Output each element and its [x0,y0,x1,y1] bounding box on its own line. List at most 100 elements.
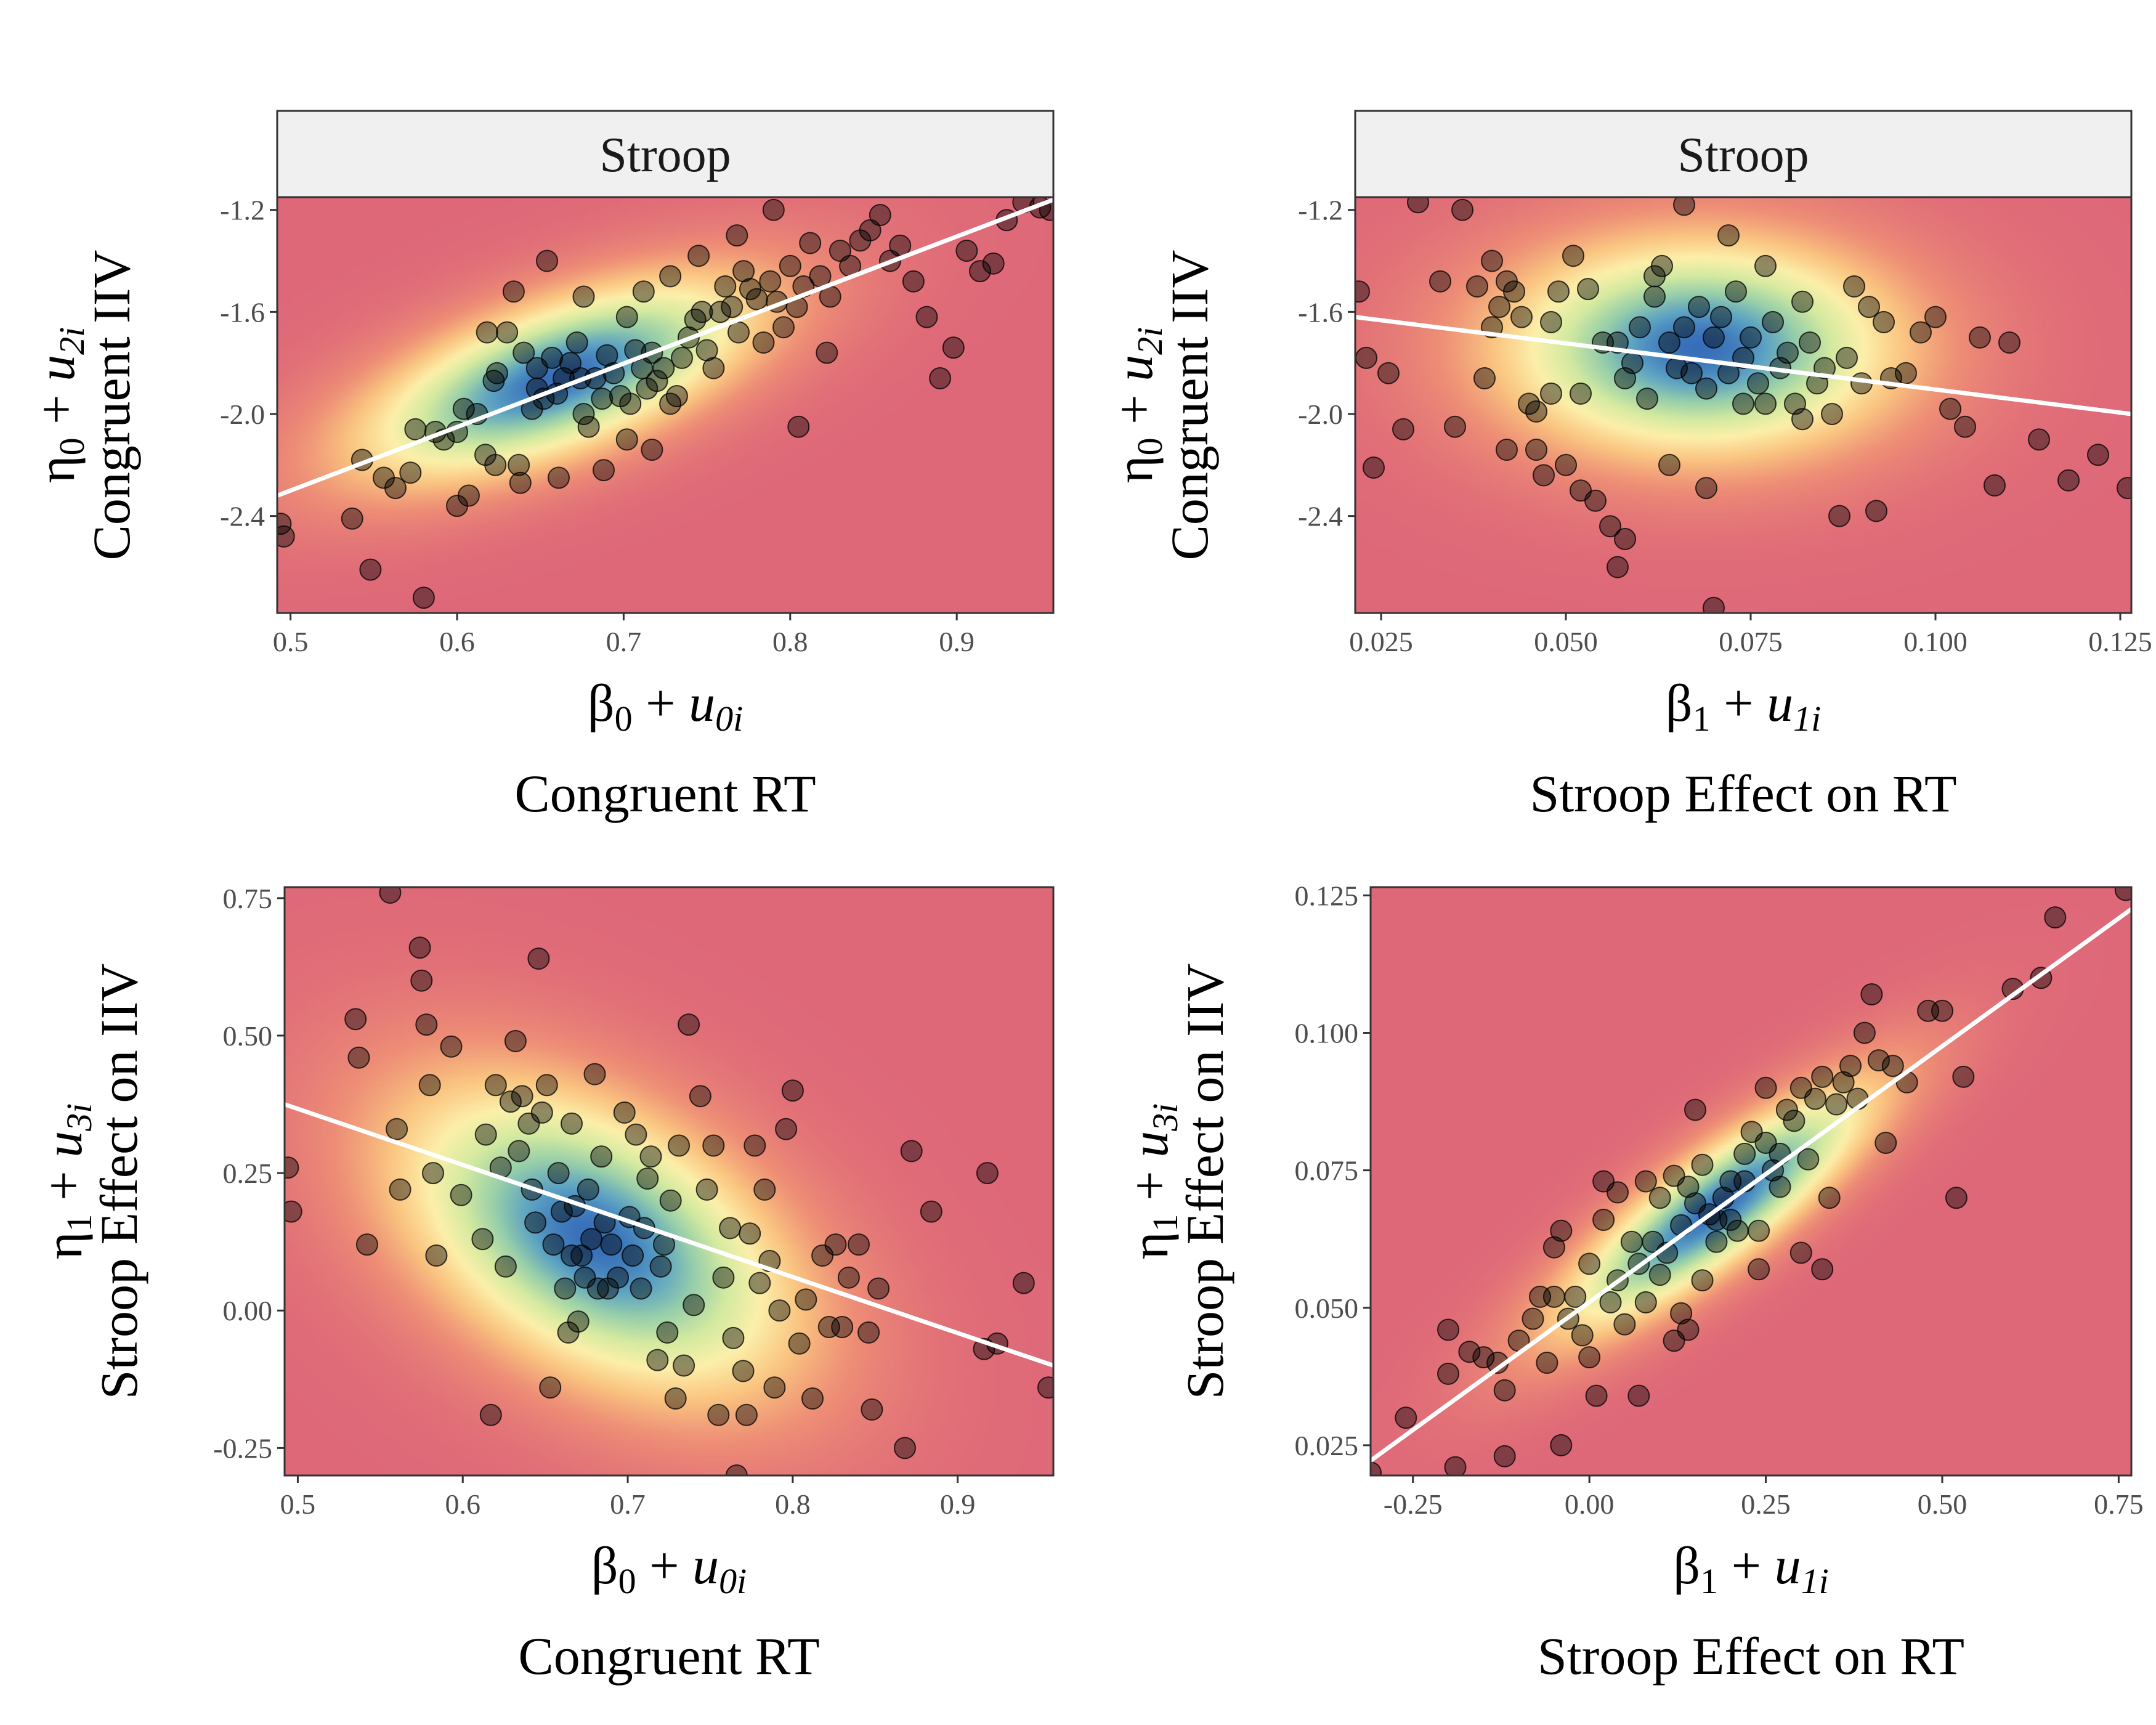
x-tick-label: 0.50 [1918,1488,1968,1520]
data-point [452,397,475,420]
data-point [1843,275,1865,298]
data-point [577,1178,599,1201]
data-point [607,1266,629,1289]
data-point [285,1156,299,1179]
data-point [955,240,978,262]
y-tick-label: 0.100 [1295,1018,1359,1049]
y-axis-caption: Congruent IIV [82,250,141,561]
data-point [1881,1055,1904,1078]
panel-1: Stroop 0.5 0.6 0.7 0.8 0.9 -1.2 -1.6 -2.0 -2.4 β0 … [26,110,1055,823]
data-point [1754,1076,1777,1099]
data-point [772,316,795,339]
data-point [1599,515,1621,538]
data-point [572,285,595,308]
data-point [1578,1346,1601,1369]
data-point [1607,556,1629,578]
data-point [1740,326,1762,349]
data-point [1791,290,1814,313]
data-point [399,461,422,484]
data-point [1363,457,1385,479]
data-point [646,370,668,392]
x-tick-label: -0.25 [1384,1488,1443,1520]
data-point [2028,428,2050,451]
data-point [1570,479,1592,502]
y-tick-label: 0.25 [223,1158,273,1189]
facet-strip [276,110,1055,198]
y-tick-label: 0.025 [1295,1430,1359,1461]
data-point [695,1178,718,1201]
data-point [502,280,525,303]
data-point [1621,352,1643,375]
data-point [753,1178,776,1201]
y-tick-label: -2.4 [1298,501,1343,532]
data-point [619,392,642,415]
regression-line [277,197,1053,498]
data-point [894,1437,916,1459]
y-axis-label: η1 + u3i [1120,1103,1185,1260]
data-point [341,507,363,530]
density-heatmap [1355,197,2131,613]
data-point [1037,1376,1053,1399]
data-point [1799,331,1821,354]
y-tick-label: -0.25 [213,1432,272,1464]
data-point [639,1145,662,1168]
data-point [781,1079,804,1102]
data-point [1473,367,1496,389]
y-tick-label: -1.6 [220,296,265,328]
data-point [719,1217,742,1240]
data-point [1510,306,1533,328]
data-point [1629,316,1651,339]
data-point [1717,224,1740,247]
data-point [1945,1187,1968,1209]
data-point [732,1360,755,1382]
x-axis-label: β1 + u1i [1673,1536,1828,1601]
data-point [1392,418,1414,440]
data-point [1627,1384,1650,1407]
data-point [727,321,750,344]
data-point [665,385,688,407]
x-tick-label: 0.5 [280,1488,316,1520]
data-point [285,1200,302,1223]
data-point [359,558,382,581]
data-point [1670,1302,1693,1325]
data-point [572,403,595,425]
data-point [499,1090,522,1113]
data-point [1725,280,1747,303]
data-point [1821,403,1843,425]
data-point [1858,296,1880,319]
x-axis-label: β0 + u0i [588,673,743,739]
data-point [1910,321,1932,344]
data-point [1747,372,1769,395]
data-point [1564,1285,1587,1308]
data-point [982,252,1005,275]
data-point [714,275,737,298]
data-point [1437,1362,1459,1385]
data-point [702,1134,725,1157]
data-point [550,1200,573,1223]
data-point [1599,1291,1622,1313]
x-tick-label: 0.75 [2094,1488,2144,1520]
data-point [277,513,292,535]
data-point [567,1310,590,1333]
data-point [763,1376,786,1399]
data-point [1444,1456,1467,1475]
data-point [837,1266,860,1289]
data-point [630,1277,652,1300]
data-point [485,362,508,384]
x-tick-label: 0.125 [2088,626,2152,657]
y-tick-label: -2.0 [220,399,265,430]
panel-2: Stroop 0.025 0.050 0.075 0.100 0.125 -1.2 -1.6 -… [1104,110,2152,823]
data-point [530,1101,553,1124]
data-point [415,1013,438,1036]
data-point [471,1228,494,1251]
data-point [712,1266,735,1289]
data-point [1710,306,1732,328]
data-point [1578,1252,1601,1275]
data-point [1355,280,1370,303]
data-point [1939,397,1961,420]
data-point [1636,388,1658,410]
data-point [425,1244,448,1267]
data-point [1634,1291,1657,1313]
data-point [889,234,912,257]
data-point [1658,453,1680,476]
